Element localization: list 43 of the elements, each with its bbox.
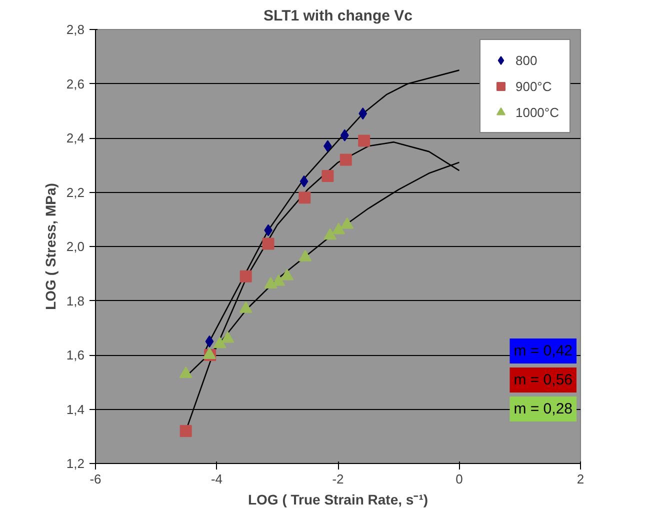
- chart-title: SLT1 with change Vc: [264, 8, 412, 24]
- x-tick-label: -2: [332, 472, 344, 486]
- point: [240, 270, 252, 282]
- y-tick-label: 2,0: [66, 239, 85, 254]
- point: [298, 192, 311, 204]
- x-tick-label: -6: [90, 472, 102, 486]
- x-tick-label: 0: [456, 472, 463, 486]
- point: [213, 336, 226, 348]
- y-tick-label: 2,6: [66, 76, 85, 92]
- point: [272, 274, 286, 286]
- point: [205, 335, 214, 348]
- x-tick-label: 2: [576, 472, 584, 486]
- point: [280, 268, 294, 280]
- annotation: m = 0,42: [514, 342, 573, 360]
- point: [300, 175, 308, 188]
- annotation: m = 0,56: [514, 372, 573, 388]
- legend-label: 800: [515, 52, 538, 68]
- point: [262, 238, 274, 250]
- point: [358, 134, 370, 147]
- point: [239, 301, 252, 313]
- point: [298, 250, 312, 262]
- y-tick-label: 2,2: [66, 184, 85, 200]
- legend-label: 1000°C: [515, 104, 559, 120]
- point: [322, 170, 334, 182]
- point: [340, 217, 354, 229]
- point: [179, 366, 192, 378]
- point: [324, 228, 337, 240]
- y-tick-label: 2,8: [66, 22, 85, 37]
- point: [264, 277, 278, 288]
- annotation: m = 0,28: [514, 400, 573, 418]
- y-tick-label: 1,8: [66, 293, 85, 308]
- y-tick-label: 1,6: [66, 348, 85, 362]
- point: [358, 108, 368, 120]
- point: [221, 331, 234, 343]
- y-axis-title: LOG ( Stress, MPa): [42, 183, 58, 310]
- x-axis-title: LOG ( True Strain Rate, s⁻¹): [248, 492, 428, 508]
- y-tick-label: 2,4: [66, 130, 85, 146]
- y-tick-label: 1,4: [66, 402, 85, 417]
- y-tick-label: 1,2: [66, 456, 85, 471]
- point: [332, 222, 346, 234]
- legend-label: 900°C: [515, 78, 552, 94]
- x-tick-label: -4: [210, 472, 223, 486]
- point: [340, 154, 352, 166]
